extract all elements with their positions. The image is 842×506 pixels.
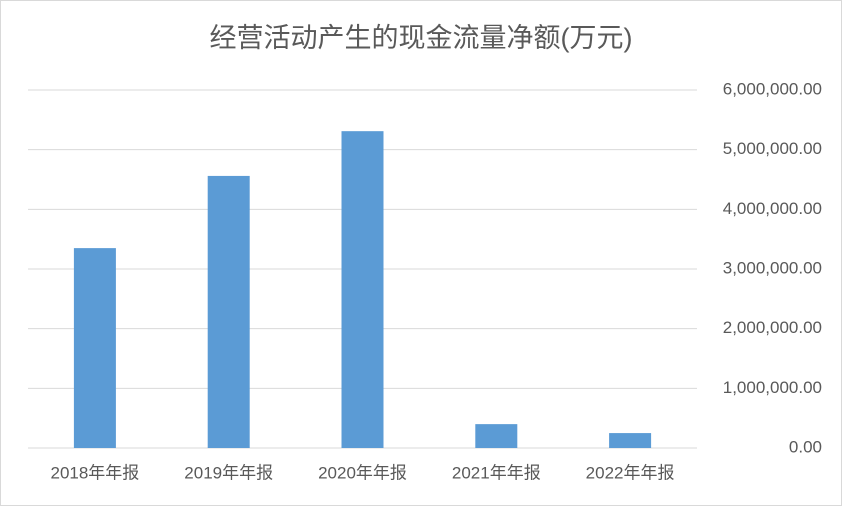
y-tick-label: 0.00	[789, 437, 822, 456]
y-tick-label: 2,000,000.00	[723, 318, 822, 337]
bar	[73, 248, 116, 448]
x-tick-label: 2021年年报	[452, 463, 541, 482]
y-tick-label: 6,000,000.00	[723, 79, 822, 98]
x-tick-label: 2019年年报	[184, 463, 273, 482]
bar	[341, 131, 384, 449]
chart-title: 经营活动产生的现金流量净额(万元)	[210, 23, 633, 53]
bar	[609, 433, 652, 448]
y-tick-label: 5,000,000.00	[723, 139, 822, 158]
y-tick-label: 3,000,000.00	[723, 258, 822, 277]
x-tick-label: 2018年年报	[50, 463, 139, 482]
x-tick-label: 2020年年报	[318, 463, 407, 482]
y-tick-label: 4,000,000.00	[723, 199, 822, 218]
x-tick-label: 2022年年报	[586, 463, 675, 482]
y-tick-label: 1,000,000.00	[723, 378, 822, 397]
bar	[207, 175, 250, 449]
bar	[475, 424, 518, 448]
